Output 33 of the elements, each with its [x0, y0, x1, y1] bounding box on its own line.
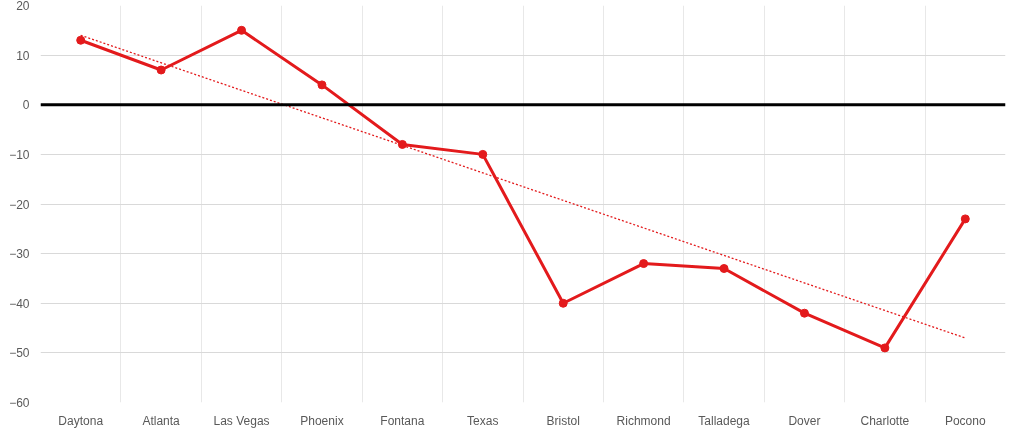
point [960, 214, 970, 224]
x-tick-label: Richmond [616, 413, 671, 428]
x-tick-label: Bristol [546, 413, 580, 428]
y-tick-label: −60 [9, 396, 30, 410]
y-tick-label: 10 [16, 48, 30, 63]
y-tick-label: −40 [9, 296, 30, 311]
point [478, 149, 488, 159]
x-tick-label: Phoenix [300, 413, 344, 428]
point [397, 139, 407, 149]
y-tick-label: −20 [9, 197, 30, 212]
x-tick-label: Dover [788, 413, 821, 428]
y-tick-label: −30 [9, 247, 30, 262]
x-tick-label: Atlanta [142, 413, 181, 428]
x-tick-label: Talladega [698, 413, 751, 428]
x-tick-label: Las Vegas [213, 413, 270, 428]
point [156, 65, 166, 75]
point [639, 259, 649, 269]
y-tick-label: −10 [9, 147, 30, 162]
point [237, 25, 247, 35]
y-tick-label: 20 [16, 0, 30, 13]
point [719, 264, 729, 273]
point [317, 80, 327, 90]
y-tick-label: −50 [9, 346, 30, 361]
x-tick-label: Fontana [380, 413, 425, 428]
point [558, 298, 568, 308]
x-tick-label: Pocono [944, 413, 986, 428]
y-tick-label: 0 [22, 98, 30, 113]
point [799, 308, 809, 318]
x-tick-label: Charlotte [860, 413, 910, 428]
point [880, 343, 890, 353]
x-tick-label: Texas [467, 413, 499, 428]
x-tick-label: Daytona [58, 413, 104, 428]
point [76, 35, 86, 45]
